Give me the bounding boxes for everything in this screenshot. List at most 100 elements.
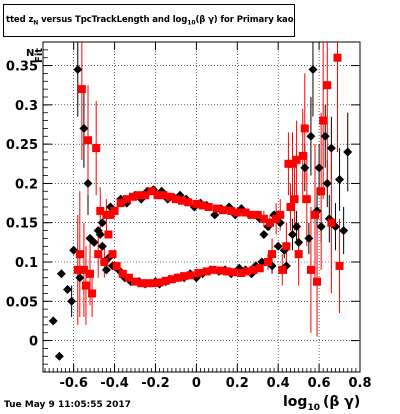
data-point-square	[131, 277, 140, 286]
data-point-square	[249, 265, 258, 274]
data-point-diamond	[97, 218, 107, 228]
data-point-square	[86, 269, 95, 278]
data-point-square	[167, 275, 176, 284]
y-axis-title-subscript: Fit	[34, 48, 45, 63]
data-point-square	[294, 250, 303, 259]
y-tick-label: 0.1	[15, 256, 38, 271]
data-point-square	[306, 265, 315, 274]
data-point-square	[255, 264, 264, 273]
data-point-square	[159, 191, 168, 200]
data-point-square	[149, 279, 158, 288]
y-tick-label: 0	[29, 335, 38, 350]
data-point-diamond	[63, 285, 73, 294]
data-point-square	[288, 159, 297, 168]
data-point-square	[184, 198, 193, 207]
data-point-square	[118, 269, 127, 278]
data-point-diamond	[292, 222, 302, 232]
data-point-square	[92, 144, 101, 153]
timestamp: Tue May 9 11:05:55 2017	[4, 400, 131, 410]
data-point-square	[216, 266, 225, 275]
x-tick-label: -0.2	[141, 376, 169, 391]
data-point-square	[263, 258, 272, 266]
x-tick-label: -0.4	[100, 376, 128, 391]
data-point-square	[319, 116, 328, 125]
data-point-square	[302, 195, 311, 204]
x-tick-label: 0.8	[348, 376, 371, 391]
data-point-square	[112, 261, 121, 270]
x-tick-label: 0	[192, 376, 201, 391]
data-point-square	[253, 210, 262, 219]
chart-title: tted zN versus TpcTrackLength and log10(…	[3, 4, 295, 37]
x-tick-label: 0.6	[308, 376, 331, 391]
data-point-square	[104, 230, 113, 239]
x-axis-title: log10 (β γ)	[283, 394, 360, 413]
y-tick-label: 0.3	[15, 99, 38, 114]
data-point-square	[128, 192, 137, 201]
data-point-square	[229, 268, 238, 277]
data-point-square	[218, 206, 227, 215]
x-tick-label: 0.4	[267, 376, 290, 391]
data-point-square	[335, 261, 344, 270]
data-point-square	[298, 151, 307, 160]
data-point-diamond	[339, 226, 349, 236]
data-point-square	[155, 278, 164, 287]
data-point-square	[243, 267, 252, 276]
data-point-square	[268, 250, 277, 259]
data-point-square	[323, 81, 332, 90]
data-point-square	[143, 279, 152, 288]
data-point-diamond	[89, 237, 99, 247]
data-point-square	[204, 203, 213, 211]
data-point-square	[286, 203, 295, 211]
data-point-square	[88, 289, 97, 298]
data-point-square	[77, 85, 86, 94]
data-point-square	[108, 250, 117, 259]
data-point-diamond	[83, 178, 93, 188]
data-point-diamond	[97, 241, 107, 251]
data-point-square	[83, 136, 92, 145]
data-point-square	[192, 199, 201, 208]
data-point-square	[198, 201, 207, 210]
data-point-square	[147, 187, 156, 196]
data-point-square	[278, 265, 287, 274]
data-point-square	[94, 250, 103, 259]
data-point-square	[227, 206, 236, 215]
y-tick-label: 0.2	[15, 177, 38, 192]
data-point-diamond	[343, 147, 353, 157]
data-point-diamond	[335, 175, 345, 184]
y-tick-label: 0.25	[6, 138, 38, 153]
data-point-diamond	[304, 233, 314, 243]
data-point-diamond	[326, 143, 336, 153]
data-point-square	[208, 265, 217, 274]
data-point-square	[102, 210, 111, 219]
data-point-square	[284, 159, 293, 168]
y-tick-label: 0.35	[6, 60, 38, 75]
data-point-square	[259, 214, 268, 223]
data-point-diamond	[320, 131, 330, 141]
data-point-square	[141, 191, 150, 200]
data-point-square	[153, 191, 162, 200]
data-point-diamond	[75, 273, 85, 283]
y-axis-title: N	[26, 48, 34, 59]
data-point-diamond	[56, 269, 66, 279]
tick-labels: -0.6 -0.4 -0.2 0 0.2 0.4 0.6 0.8 0 0.05 0.1 0.15 0.2…	[6, 60, 372, 391]
data-point-square	[178, 196, 187, 205]
x-tick-label: -0.6	[59, 376, 87, 391]
data-point-square	[124, 273, 133, 282]
data-point-square	[313, 277, 322, 286]
data-point-diamond	[294, 237, 304, 247]
data-point-square	[137, 279, 146, 288]
data-point-square	[171, 195, 180, 204]
data-point-square	[300, 124, 309, 133]
data-point-square	[272, 214, 281, 223]
data-point-diamond	[95, 230, 105, 239]
data-point-square	[173, 273, 182, 282]
data-point-square	[282, 242, 291, 251]
data-point-diamond	[273, 241, 283, 251]
data-point-square	[122, 195, 131, 204]
data-point-square	[212, 204, 221, 213]
data-point-square	[276, 210, 285, 219]
data-point-square	[165, 192, 174, 201]
data-point-square	[292, 155, 301, 164]
data-point-square	[223, 267, 232, 276]
